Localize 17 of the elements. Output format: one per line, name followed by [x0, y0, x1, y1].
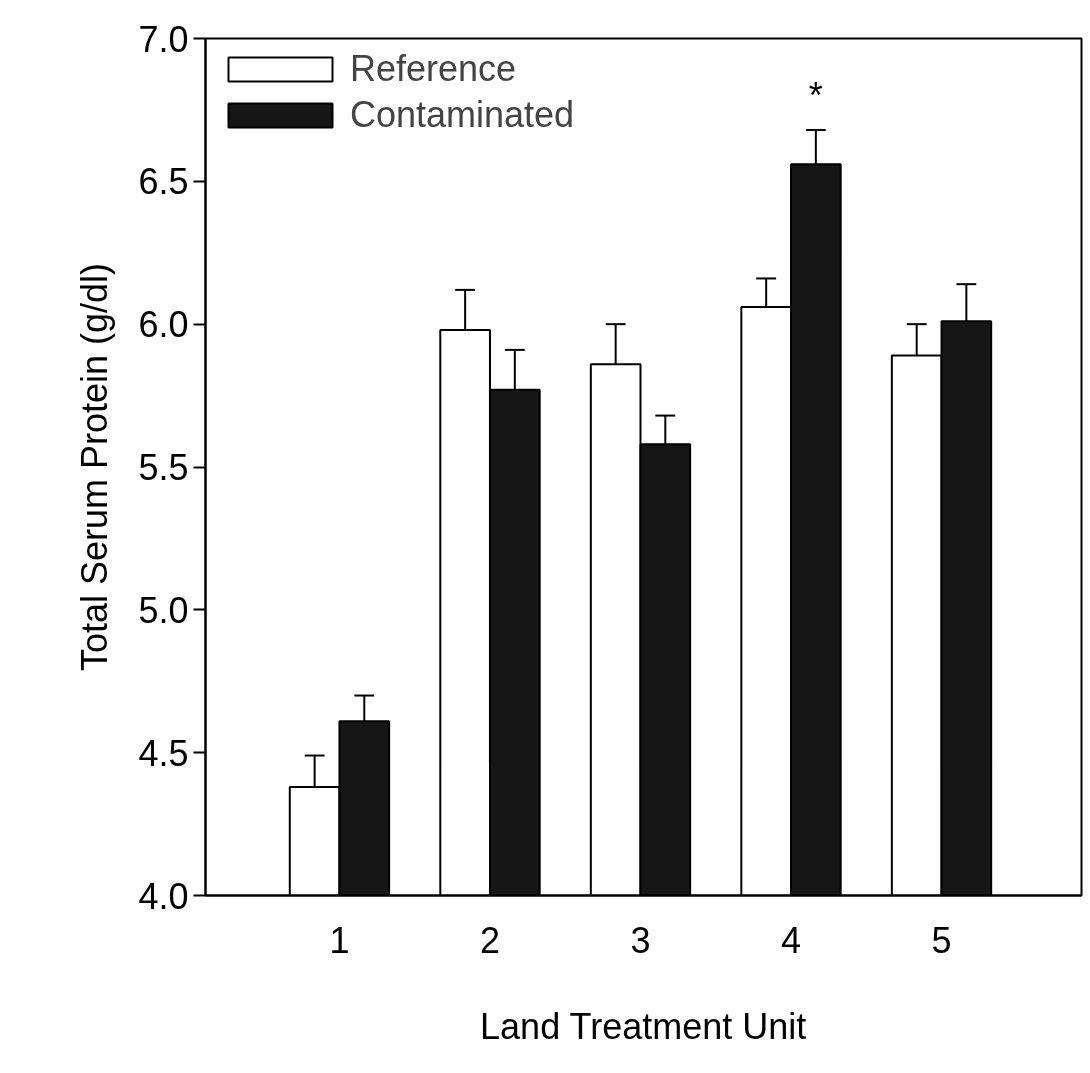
y-axis-title: Total Serum Protein (g/dl)	[74, 262, 116, 672]
x-tick-label: 1	[329, 919, 350, 961]
y-tick-label: 6.0	[138, 304, 189, 346]
x-axis-title: Land Treatment Unit	[480, 1005, 807, 1047]
y-tick-label: 7.0	[138, 18, 189, 60]
y-tick-label: 5.0	[138, 589, 189, 631]
y-tick-label: 6.5	[138, 161, 189, 203]
y-tick-label: 4.0	[138, 875, 189, 917]
y-tick-label: 5.5	[138, 447, 189, 488]
legend-label: Contaminated	[350, 94, 575, 136]
legend-label: Reference	[350, 48, 517, 90]
x-tick-label: 4	[780, 919, 802, 961]
y-tick-label: 4.5	[138, 732, 189, 774]
x-tick-label: 2	[479, 919, 500, 961]
x-tick-label: 5	[931, 919, 952, 961]
annotation: *	[808, 74, 823, 116]
x-tick-label: 3	[630, 919, 651, 961]
